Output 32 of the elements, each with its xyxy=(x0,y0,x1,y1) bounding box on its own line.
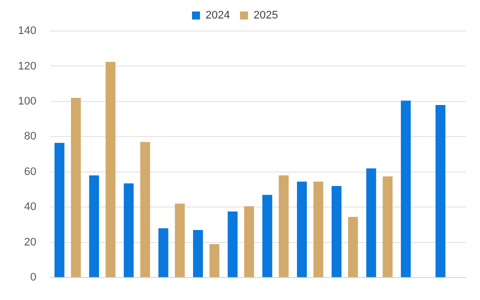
bar xyxy=(54,142,64,278)
bar xyxy=(174,204,185,278)
bar xyxy=(140,142,150,278)
bar xyxy=(158,228,168,278)
y-tick-label: 120 xyxy=(18,60,36,72)
bar xyxy=(262,194,272,278)
bar xyxy=(332,186,342,278)
legend-label: 2024 xyxy=(206,10,230,22)
y-tick-label: 0 xyxy=(30,272,36,284)
y-tick-label: 20 xyxy=(24,236,36,248)
bar xyxy=(106,62,116,278)
y-tick-label: 60 xyxy=(24,166,36,178)
bar xyxy=(366,168,376,278)
bar xyxy=(278,175,289,278)
y-tick-label: 80 xyxy=(24,130,36,143)
legend-label: 2025 xyxy=(254,10,278,22)
bar xyxy=(382,176,393,278)
bar xyxy=(313,182,324,278)
bar xyxy=(210,244,220,278)
bar xyxy=(348,216,358,278)
bar xyxy=(124,183,134,278)
bar xyxy=(436,104,446,278)
y-tick-label: 40 xyxy=(24,201,36,214)
bar xyxy=(296,182,307,278)
y-tick-label: 140 xyxy=(18,25,36,38)
bar xyxy=(244,206,254,278)
bar xyxy=(228,212,238,278)
bar xyxy=(193,230,203,278)
bar xyxy=(70,98,81,278)
bar xyxy=(89,175,100,278)
y-tick-label: 100 xyxy=(18,95,36,108)
bar xyxy=(400,100,411,278)
